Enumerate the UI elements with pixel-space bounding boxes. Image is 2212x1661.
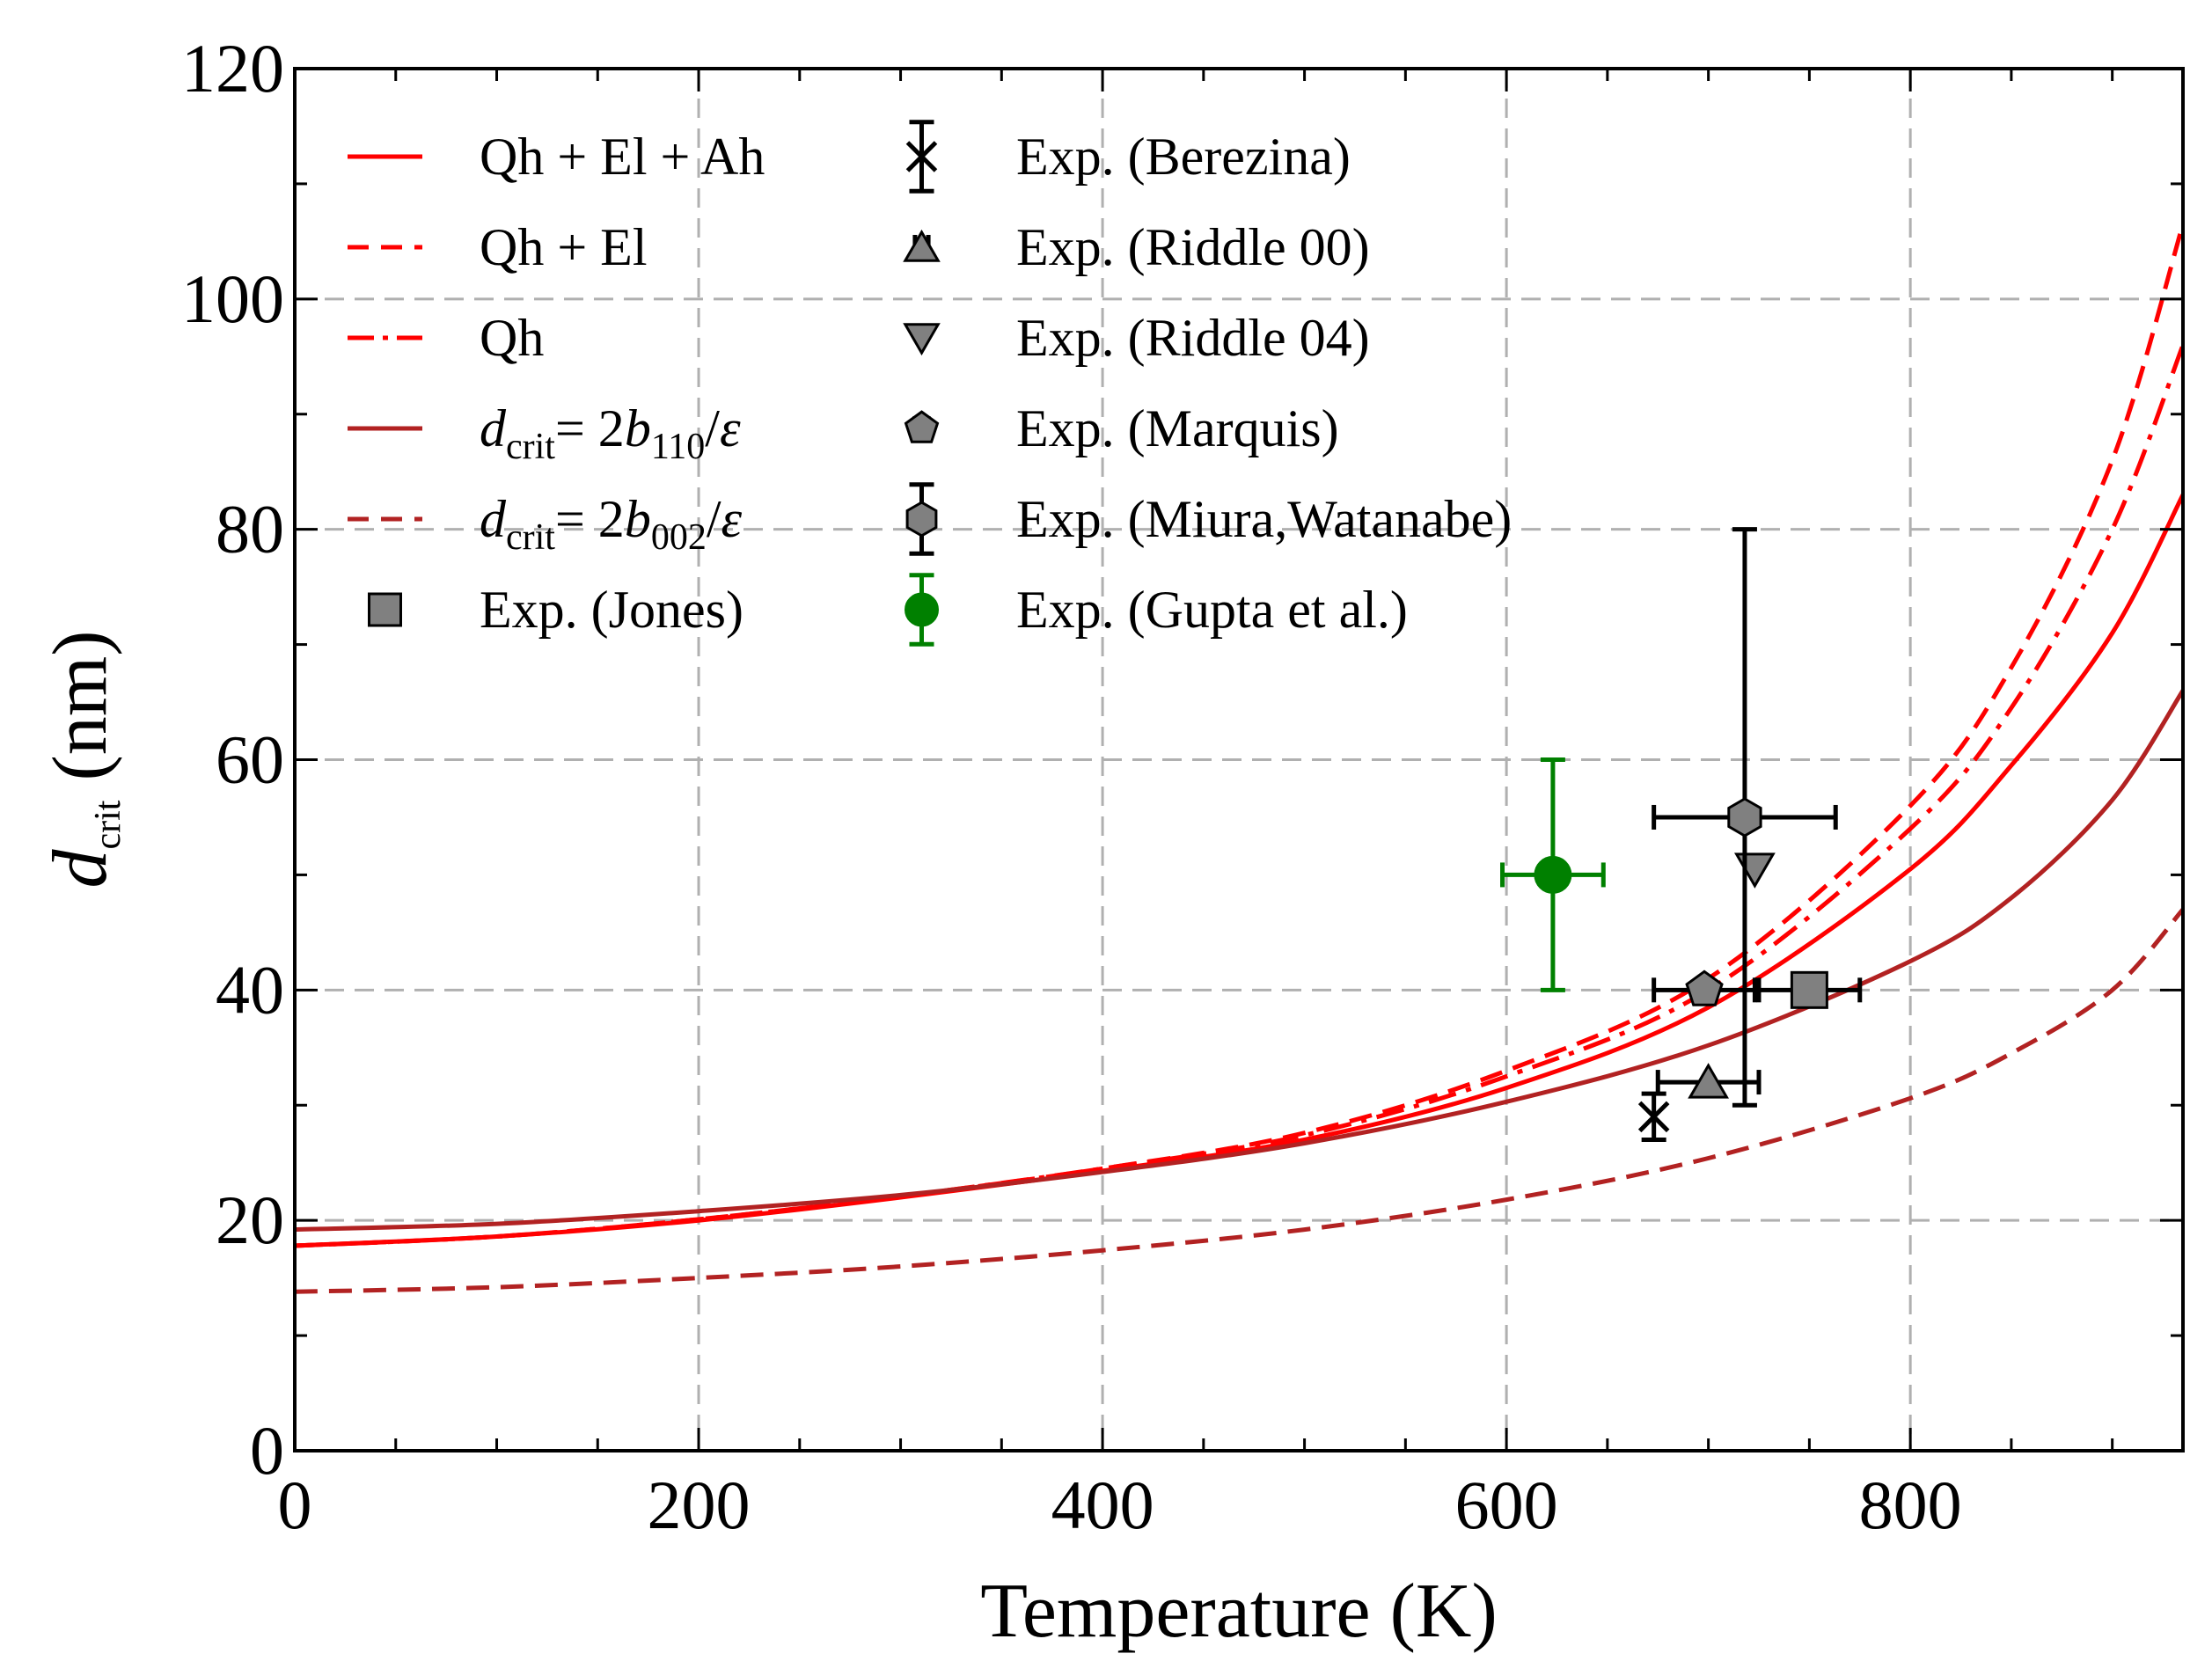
legend-label-2: Qh + El [480, 218, 648, 276]
legend-marker-7 [905, 592, 939, 627]
legend-marker-2 [905, 141, 938, 172]
x-tick-label: 0 [278, 1467, 312, 1543]
legend-exp-3 [903, 229, 941, 262]
legend-marker-6 [905, 501, 938, 538]
legend-marker-3 [903, 229, 941, 262]
legend-label-4: dcrit= 2b110/ε [480, 399, 741, 467]
exp-marker-4 [1734, 852, 1776, 889]
legend-label-4-part-5: / [705, 399, 720, 457]
series-line-5 [295, 908, 2183, 1294]
y-axis-label-symbol: d [38, 849, 123, 889]
legend-label-5: dcrit= 2b002/ε [480, 490, 742, 558]
exp-point-1 [1756, 970, 1863, 1009]
legend-label-5-part-5: / [707, 490, 721, 548]
exp-marker-2-stroke [1637, 1101, 1670, 1133]
legend-label-4-part-0: d [480, 399, 507, 457]
legend-exp-5 [904, 410, 940, 443]
y-axis-label-unit: (nm) [38, 630, 123, 800]
legend-label-4-part-4: 110 [651, 427, 705, 467]
exp-point-3 [1655, 1063, 1762, 1099]
legend-label-5-part-3: b [625, 490, 651, 548]
legend-exp-2 [905, 120, 938, 194]
legend-label-4-part-2: = 2 [555, 399, 625, 457]
legend-label-5-part-6: ε [721, 490, 742, 548]
exp-marker-1 [1790, 970, 1828, 1009]
series-line-4 [295, 689, 2183, 1233]
legend-exp-label-3: Exp. (Riddle 00) [1016, 218, 1370, 276]
legend-label-4-part-6: ε [720, 399, 741, 457]
exp-marker-5 [1685, 970, 1724, 1006]
legend-label-5-part-1: crit [506, 517, 555, 558]
legend-label-5-part-4: 002 [651, 517, 707, 558]
y-tick-label: 60 [216, 721, 284, 798]
x-tick-label: 400 [1051, 1467, 1154, 1543]
exp-point-2 [1637, 1091, 1670, 1143]
legend-exp-7 [905, 573, 939, 647]
x-tick-label: 600 [1455, 1467, 1558, 1543]
legend-exp-4 [903, 323, 941, 356]
legend-exp-label-6: Exp. (Miura,Watanabe) [1016, 490, 1512, 548]
exp-point-4 [1734, 852, 1776, 889]
y-tick-label: 80 [216, 491, 284, 567]
model-curves [295, 223, 2183, 1294]
legend-exp-label-2: Exp. (Berezina) [1016, 128, 1351, 186]
experimental-points [1500, 527, 1863, 1143]
series-line-3 [295, 344, 2183, 1248]
legend-exp-label-1: Exp. (Jones) [480, 581, 743, 639]
legend-exp-label-4: Exp. (Riddle 04) [1016, 309, 1370, 367]
legend-marker-4 [903, 323, 941, 356]
y-tick-label: 0 [250, 1412, 284, 1489]
legend-exp-1 [368, 592, 402, 627]
x-axis-label: Temperature (K) [980, 1569, 1498, 1654]
legend-marker-5 [904, 410, 940, 443]
exp-point-7 [1500, 757, 1606, 992]
y-axis-label: dcrit (nm) [38, 630, 128, 888]
y-tick-label: 20 [216, 1182, 284, 1258]
legend-label-3: Qh [480, 309, 544, 367]
axis-ticks: 0 200 400 600 800 0 20 40 60 80 100 120 [181, 30, 2183, 1543]
legend-marker-1 [368, 592, 402, 627]
exp-point-6 [1652, 527, 1838, 1108]
legend-marker-2-stroke [905, 141, 938, 172]
x-tick-label: 200 [648, 1467, 751, 1543]
legend-exp-label-7: Exp. (Gupta et al.) [1016, 581, 1408, 639]
y-tick-label: 120 [181, 30, 284, 106]
legend-exp-label-5: Exp. (Marquis) [1016, 399, 1339, 457]
exp-marker-2 [1637, 1101, 1670, 1133]
legend-exp-6 [905, 482, 938, 556]
x-tick-label: 800 [1859, 1467, 1962, 1543]
exp-marker-3 [1688, 1063, 1729, 1099]
legend-label-4-part-3: b [625, 399, 651, 457]
y-tick-label: 100 [181, 260, 284, 337]
exp-marker-7 [1534, 855, 1572, 894]
legend-label-5-part-0: d [480, 490, 507, 548]
legend-label-4-part-1: crit [506, 427, 555, 467]
legend-label-1: Qh + El + Ah [480, 128, 765, 186]
exp-point-5 [1652, 970, 1757, 1006]
y-axis-label-subscript: crit [88, 800, 128, 849]
legend-label-5-part-2: = 2 [555, 490, 625, 548]
series-line-2 [295, 223, 2183, 1248]
grid-lines [295, 69, 2183, 1451]
exp-marker-6 [1727, 797, 1762, 838]
y-tick-label: 40 [216, 951, 284, 1028]
